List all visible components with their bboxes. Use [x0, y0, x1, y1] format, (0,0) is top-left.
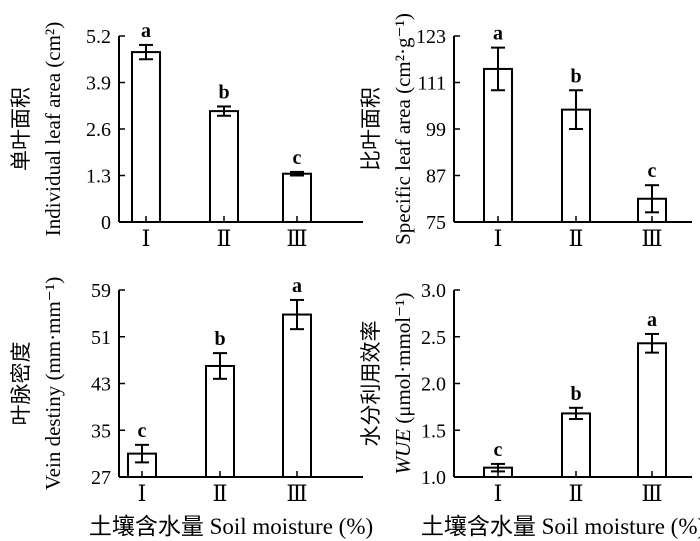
y-tick-label: 3.9 [86, 73, 111, 95]
error-bar [139, 43, 153, 61]
error-bar [217, 105, 231, 117]
category-label: Ⅱ [217, 226, 232, 251]
y-tick-label: 123 [416, 26, 446, 48]
y-tick-label: 1.3 [86, 166, 111, 188]
category-label: Ⅰ [494, 226, 503, 251]
y-tick-label: 3.0 [421, 280, 446, 302]
y-tick-label: 35 [91, 420, 111, 442]
y-tick-label: 1.5 [421, 420, 446, 442]
y-axis-label-text: Vein destiny (mm·mm⁻¹) [41, 277, 65, 490]
x-axis-label: 土壤含水量 Soil moisture (%) [89, 514, 373, 539]
category-label: Ⅲ [286, 481, 307, 506]
significance-label: c [138, 420, 147, 442]
significance-label: a [141, 20, 151, 42]
bar [205, 364, 235, 478]
x-axis-label: 土壤含水量 Soil moisture (%) [421, 514, 700, 539]
bar [561, 412, 591, 479]
y-tick-label: 2.6 [86, 119, 111, 141]
significance-label: c [648, 160, 657, 182]
y-axis-label: Specific leaf area (cm²·g⁻¹) [391, 13, 415, 245]
chart-panel-3: 27 35 43 51 59 c Ⅰb Ⅱa Ⅲ 叶脉密度 Vein destiny (mm·mm⁻… [9, 275, 373, 539]
y-axis-label-text: (μmol·mmol⁻¹) [391, 292, 415, 429]
y-axis-label-cn: 水分利用效率 [359, 321, 383, 447]
error-bar [569, 89, 583, 130]
category-label: Ⅲ [641, 481, 662, 506]
error-bar [645, 184, 659, 214]
chart-panel-4: 1.0 1.5 2.0 2.5 3.0 c Ⅰb Ⅱa Ⅲ 水分利用效率 WUE (μmol·mmo… [359, 280, 700, 539]
y-axis-label-cn: 单叶面积 [9, 87, 33, 171]
y-axis-label: Vein destiny (mm·mm⁻¹) [41, 277, 65, 490]
category-label: Ⅲ [286, 226, 307, 251]
bar [209, 110, 239, 223]
significance-label: a [292, 275, 302, 297]
category-label: Ⅰ [494, 481, 503, 506]
bar [131, 51, 161, 223]
error-bar [645, 332, 659, 354]
y-axis-label-text: Specific leaf area (cm²·g⁻¹) [391, 13, 415, 245]
category-label: Ⅱ [569, 481, 584, 506]
y-tick-label: 99 [426, 119, 446, 141]
error-bar [491, 46, 505, 92]
significance-label: c [494, 439, 503, 461]
y-axis-label: Individual leaf area (cm²) [41, 22, 65, 236]
y-tick-label: 111 [417, 73, 446, 95]
bar [483, 67, 513, 223]
significance-label: b [570, 383, 581, 405]
category-label: Ⅰ [142, 226, 151, 251]
significance-label: b [214, 328, 225, 350]
y-tick-label: 5.2 [86, 26, 111, 48]
y-tick-label: 0 [101, 212, 111, 234]
y-tick-label: 75 [426, 212, 446, 234]
category-label: Ⅱ [569, 226, 584, 251]
y-axis-label-italic: WUE [391, 429, 415, 475]
bar [282, 172, 312, 223]
y-tick-label: 1.0 [421, 467, 446, 489]
significance-label: a [493, 23, 503, 45]
significance-label: b [218, 81, 229, 103]
bar [637, 342, 667, 479]
significance-label: a [647, 309, 657, 331]
y-tick-label: 2.5 [421, 327, 446, 349]
y-axis-label-text: Individual leaf area (cm²) [41, 22, 65, 236]
y-tick-label: 87 [426, 166, 446, 188]
category-label: Ⅱ [213, 481, 228, 506]
category-label: Ⅲ [641, 226, 662, 251]
significance-label: c [293, 147, 302, 169]
error-bar [135, 443, 149, 464]
error-bar [569, 406, 583, 421]
error-bar [290, 298, 304, 331]
y-tick-label: 27 [91, 467, 111, 489]
y-tick-label: 2.0 [421, 374, 446, 396]
y-tick-label: 43 [91, 374, 111, 396]
y-axis-label-cn: 叶脉密度 [9, 342, 33, 426]
category-label: Ⅰ [138, 481, 147, 506]
y-tick-label: 59 [91, 280, 111, 302]
chart-panel-1: 0 1.3 2.6 3.9 5.2 a Ⅰb Ⅱc Ⅲ 单叶面积 Individual leaf a… [9, 20, 363, 251]
error-bar [213, 352, 227, 380]
error-bar [290, 170, 304, 177]
y-axis-label: WUE (μmol·mmol⁻¹) [391, 292, 415, 474]
y-axis-label-cn: 比叶面积 [359, 87, 383, 171]
y-tick-label: 51 [91, 327, 111, 349]
chart-panel-2: 75 87 99 111 123 a Ⅰb Ⅱc Ⅲ 比叶面积 Specific leaf area… [359, 13, 692, 251]
significance-label: b [570, 65, 581, 87]
bar [282, 313, 312, 479]
